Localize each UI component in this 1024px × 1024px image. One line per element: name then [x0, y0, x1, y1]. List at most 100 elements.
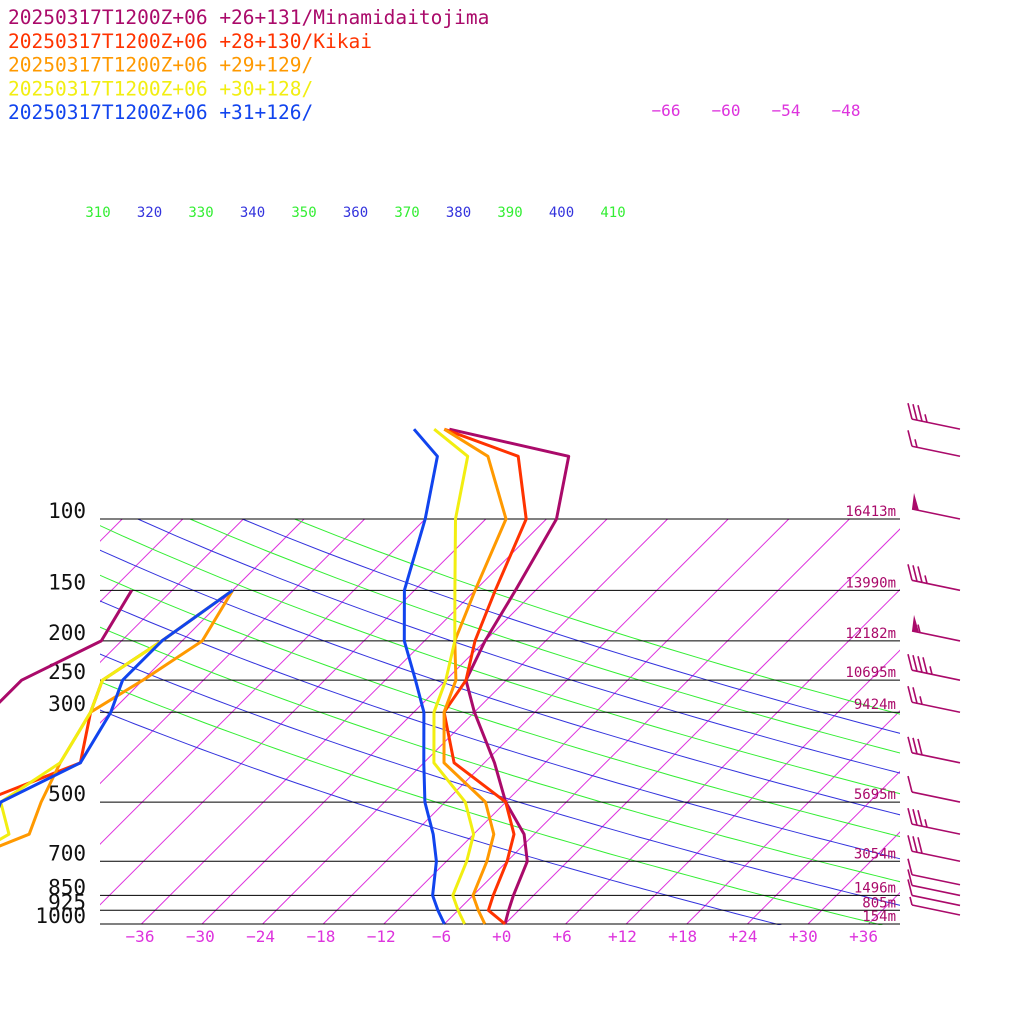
x-tick-labels: −36 −30 −24 −18 −12 −6 +0 +6 +12 +18 +24 +30 +36	[126, 927, 879, 946]
wind-barb-full	[907, 835, 913, 852]
upper-x-tick-label: −60	[712, 101, 741, 120]
wind-barb-half	[924, 819, 928, 828]
height-label: 9424m	[854, 697, 896, 713]
upper-x-tick-label: −48	[832, 101, 861, 120]
wind-barb-staff	[911, 823, 961, 835]
wind-barb-full	[907, 807, 913, 825]
x-tick-label: +12	[608, 927, 637, 946]
theta-label: 330	[188, 205, 213, 221]
wind-barb-full	[917, 405, 923, 422]
wind-barb-half	[929, 666, 933, 675]
height-label: 805m	[862, 895, 896, 911]
height-label: 154m	[862, 909, 896, 925]
height-label: 1496m	[854, 880, 896, 896]
isobar-lines	[100, 518, 900, 925]
wind-barb-full	[922, 657, 928, 674]
pressure-label: 300	[48, 692, 86, 716]
pressure-label: 1000	[35, 904, 86, 928]
wind-barb-staff	[911, 884, 961, 897]
wind-barb-half	[909, 896, 913, 906]
wind-barb-staff	[911, 894, 961, 907]
dewpoint-profile	[0, 589, 234, 809]
wind-barb-full	[907, 736, 913, 754]
height-label: 3054m	[854, 846, 896, 862]
theta-label: 380	[446, 205, 471, 221]
height-label: 5695m	[854, 787, 896, 803]
temperature-profile	[442, 427, 528, 926]
isotherm-line	[565, 588, 900, 925]
wind-barb-full	[912, 687, 918, 704]
isotherm-line	[262, 518, 668, 925]
dewpoint-profile	[0, 589, 133, 704]
isotherm-line	[625, 649, 900, 925]
wind-barb-full	[907, 430, 913, 447]
wind-barb-full	[912, 808, 918, 826]
dry-adiabat-line	[189, 518, 900, 754]
isotherm-lines	[0, 518, 1024, 925]
wind-barb-staff	[911, 752, 961, 764]
wind-barb-staff	[911, 669, 961, 681]
height-label: 12182m	[845, 626, 896, 642]
wind-barb-staff	[911, 904, 961, 916]
isotherm-line	[322, 518, 729, 925]
wind-barb-full	[912, 565, 918, 582]
x-tick-label: +24	[729, 927, 758, 946]
wind-barb-full	[907, 858, 913, 875]
temperature-profile	[449, 427, 571, 925]
isotherm-line	[100, 518, 184, 603]
wind-barb-full	[907, 564, 913, 581]
wind-barbs	[907, 402, 961, 916]
wind-barb-half	[924, 575, 928, 584]
wind-barb-full	[917, 810, 923, 827]
pressure-label: 150	[48, 570, 86, 594]
isotherm-line	[504, 528, 900, 925]
wind-barb-staff	[911, 508, 961, 520]
wind-barb-full	[907, 653, 913, 671]
height-labels: 16413m 13990m 12182m 10695m 9424m 5695m 3054m 1…	[845, 504, 896, 925]
pressure-label: 500	[48, 782, 86, 806]
pressure-label: 200	[48, 621, 86, 645]
dry-adiabat-line	[100, 681, 884, 925]
theta-label: 360	[343, 205, 368, 221]
isotherm-line	[100, 518, 244, 664]
wind-barb-flag	[912, 614, 919, 633]
wind-barb-staff	[911, 630, 961, 642]
sounding-profiles	[0, 427, 571, 926]
theta-label: 320	[137, 205, 162, 221]
wind-barb-full	[912, 836, 918, 853]
isotherm-line	[100, 518, 426, 845]
height-label: 16413m	[845, 504, 896, 520]
wind-barb-full	[907, 402, 913, 420]
wind-barb-half	[914, 439, 918, 448]
wind-barb-staff	[911, 418, 961, 430]
pressure-label: 700	[48, 841, 86, 865]
wind-barb-full	[907, 869, 913, 886]
isotherm-line	[141, 518, 547, 925]
isotherm-line	[201, 518, 608, 925]
upper-x-tick-label: −54	[772, 101, 801, 120]
wind-barb-full	[907, 775, 913, 793]
wind-barb-staff	[911, 701, 961, 714]
wind-barb-flag	[912, 493, 919, 511]
x-tick-label: +36	[849, 927, 878, 946]
legend-entry: 20250317T1200Z+06 +30+128/	[8, 77, 313, 100]
theta-label: 410	[600, 205, 625, 221]
wind-barb-staff	[911, 873, 961, 886]
isotherm-line	[444, 518, 850, 925]
wind-barb-full	[912, 403, 918, 421]
temperature-profile	[432, 428, 476, 925]
temperature-profile	[442, 427, 508, 925]
theta-label: 340	[240, 205, 265, 221]
isotherm-line	[990, 519, 1024, 924]
dry-adiabat-line	[100, 626, 900, 883]
x-tick-label: −18	[306, 927, 335, 946]
isotherm-line	[100, 518, 365, 785]
x-tick-label: +6	[552, 927, 571, 946]
x-tick-label: +0	[492, 927, 511, 946]
dry-adiabat-line	[100, 653, 900, 906]
x-tick-label: −24	[246, 927, 275, 946]
isotherm-line	[0, 519, 1, 924]
wind-barb-half	[924, 414, 928, 423]
